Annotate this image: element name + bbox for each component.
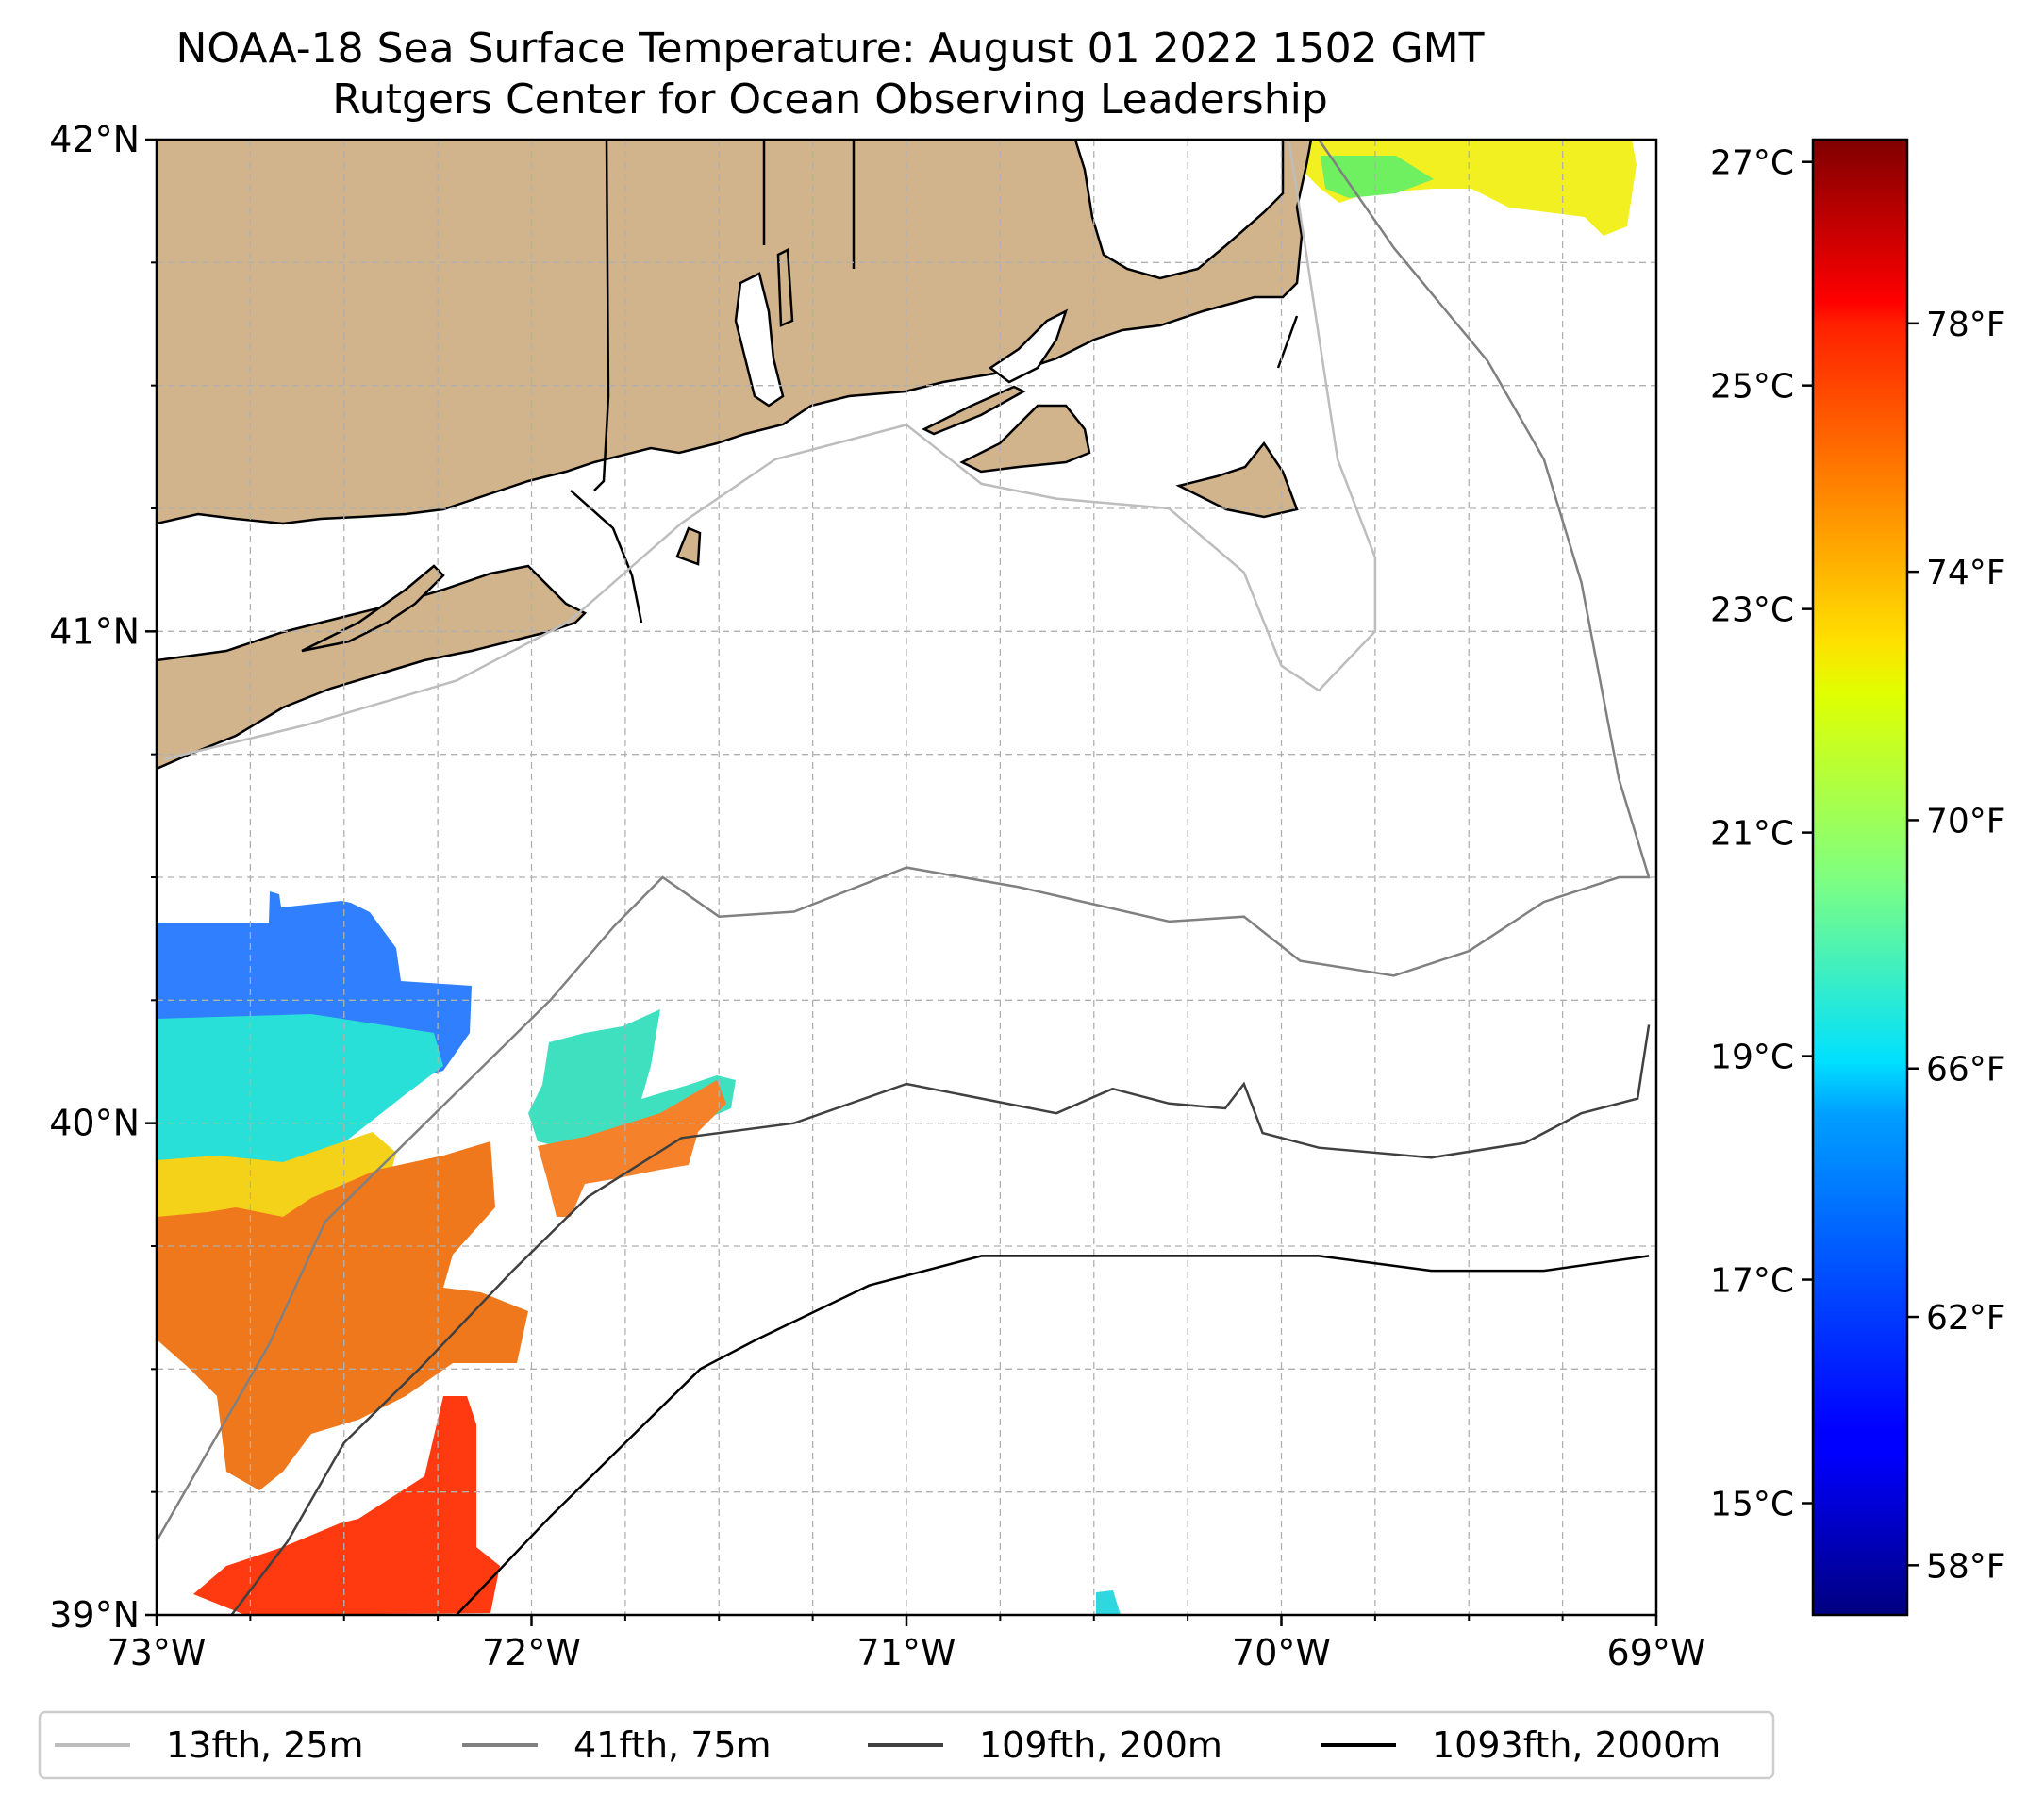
- isobath-legend: 13fth, 25m 41fth, 75m 109fth, 200m 1093fth,…: [38, 1710, 1775, 1780]
- cape-cod-bay-water: [1073, 140, 1285, 280]
- buzzards-bay: [988, 308, 1069, 384]
- colorbar-fahrenheit-label: 58°F: [1926, 1547, 2006, 1586]
- sst-patch-orange-southwest: [157, 1141, 528, 1490]
- coastline-layer: [570, 140, 1299, 624]
- map-subtitle: Rutgers Center for Ocean Observing Leade…: [332, 75, 1328, 124]
- colorbar-celsius-label: 27°C: [1710, 144, 1794, 183]
- lon-tick-label: 73°W: [108, 1632, 207, 1673]
- isobath-line-1: [163, 140, 1377, 761]
- ferry-line: [570, 490, 643, 624]
- colorbar-celsius-label: 23°C: [1710, 591, 1794, 630]
- sst-patch-cyan-south: [1096, 1590, 1121, 1615]
- colorbar-celsius-label: 21°C: [1710, 815, 1794, 854]
- map-title: NOAA-18 Sea Surface Temperature: August …: [175, 25, 1485, 73]
- sst-patch-orange-central: [538, 1080, 726, 1217]
- colorbar-celsius-label: 15°C: [1710, 1486, 1794, 1524]
- sst-patch-cyan-southwest: [157, 1014, 443, 1179]
- sst-patch-green-gulfmaine: [1321, 156, 1434, 198]
- colorbar-celsius-ticks: 27°C 25°C 23°C 21°C 19°C 17°C 15°C: [1710, 144, 1813, 1524]
- colorbar-fahrenheit-label: 78°F: [1926, 306, 2006, 344]
- state-border-ny-ct: [593, 140, 610, 491]
- land-layer: [157, 140, 1313, 771]
- isobath-line-3: [230, 1024, 1651, 1615]
- colorbar-fahrenheit-label: 74°F: [1926, 554, 2006, 592]
- lat-tick-label: 39°N: [49, 1594, 140, 1636]
- land-long-island: [157, 564, 588, 771]
- narragansett-bay: [734, 272, 785, 408]
- isobath-line-4: [456, 1255, 1650, 1615]
- colorbar-gradient: [1811, 138, 1909, 1617]
- land-narragansett-island: [776, 248, 794, 327]
- land-nantucket: [1175, 441, 1299, 519]
- legend-label: 109fth, 200m: [979, 1724, 1222, 1766]
- lon-tick-label: 71°W: [857, 1632, 956, 1673]
- legend-label: 13fth, 25m: [166, 1724, 364, 1766]
- lat-tick-label: 42°N: [49, 119, 140, 160]
- bay-layer: [734, 140, 1285, 408]
- land-block-island: [675, 526, 702, 566]
- colorbar: 27°C 25°C 23°C 21°C 19°C 17°C 15°C 78°F 74°F 70°…: [1710, 138, 2006, 1617]
- legend-label: 41fth, 75m: [573, 1724, 772, 1766]
- land-elizabeth-islands: [922, 385, 1026, 436]
- colorbar-fahrenheit-label: 66°F: [1926, 1051, 2006, 1090]
- lon-tick-label: 70°W: [1232, 1632, 1331, 1673]
- axis-layer: 42°N 41°N 40°N 39°N73°W 72°W 71°W 70°W 69°W: [49, 119, 1705, 1673]
- lon-tick-label: 69°W: [1607, 1632, 1706, 1673]
- colorbar-fahrenheit-ticks: 78°F 74°F 70°F 66°F 62°F 58°F: [1907, 306, 2006, 1586]
- sst-data-layer: [157, 140, 1637, 1615]
- colorbar-fahrenheit-label: 70°F: [1926, 802, 2006, 840]
- lat-tick-label: 40°N: [49, 1103, 140, 1144]
- land-new-england: [157, 140, 1313, 525]
- isobath-layer: [157, 140, 1651, 1615]
- colorbar-fahrenheit-label: 62°F: [1926, 1299, 2006, 1338]
- graticule: [157, 140, 1656, 1615]
- colorbar-celsius-label: 17°C: [1710, 1262, 1794, 1301]
- isobath-line-2: [157, 140, 1651, 1542]
- lon-tick-label: 72°W: [482, 1632, 581, 1673]
- land-north-fork: [301, 564, 445, 653]
- colorbar-celsius-label: 25°C: [1710, 368, 1794, 407]
- legend-label: 1093fth, 2000m: [1432, 1724, 1720, 1766]
- colorbar-celsius-label: 19°C: [1710, 1039, 1794, 1077]
- lat-tick-label: 41°N: [49, 610, 140, 652]
- sst-patch-red-south: [193, 1396, 500, 1615]
